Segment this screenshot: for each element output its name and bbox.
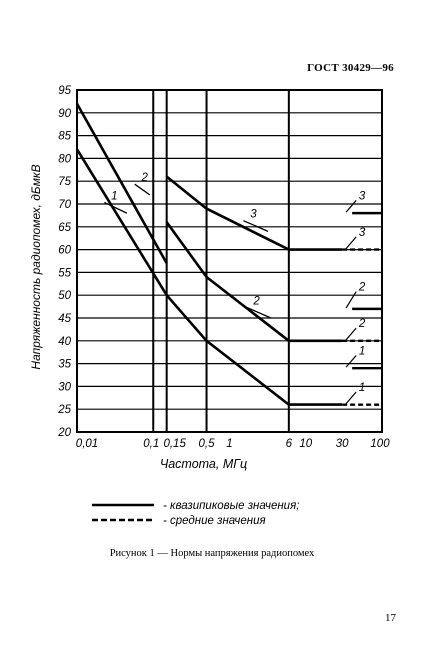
side-label: 2 — [358, 282, 366, 294]
x-tick-label: 6 — [286, 438, 293, 450]
x-tick-label: 0,01 — [76, 438, 98, 450]
y-tick-label: 75 — [58, 176, 71, 188]
x-tick-label: 0,1 — [143, 438, 159, 450]
x-tick-label: 10 — [299, 438, 312, 450]
side-label-leader — [345, 327, 357, 341]
series-label: 2 — [252, 295, 260, 307]
series-label-leader — [104, 201, 128, 214]
side-label-leader — [345, 236, 357, 249]
side-label: 1 — [359, 345, 365, 357]
y-tick-label: 25 — [57, 404, 71, 416]
y-tick-label: 20 — [57, 427, 71, 439]
x-tick-label: 1 — [226, 438, 232, 450]
y-tick-label: 95 — [58, 85, 71, 97]
side-label-leader — [345, 200, 357, 213]
plot-frame — [76, 89, 383, 433]
side-label-leader — [345, 355, 357, 368]
series-label-leader — [243, 220, 269, 232]
side-label: 2 — [358, 318, 366, 330]
y-tick-label: 40 — [58, 336, 71, 348]
series-label-leader — [134, 183, 151, 196]
y-tick-label: 55 — [58, 267, 71, 279]
series-line — [75, 148, 290, 406]
x-tick-label: 30 — [336, 438, 349, 450]
y-tick-label: 65 — [58, 222, 71, 234]
y-tick-label: 35 — [58, 359, 71, 371]
y-tick-label: 80 — [58, 153, 71, 165]
y-tick-label: 60 — [58, 245, 71, 257]
x-tick-label: 0,15 — [163, 438, 186, 450]
x-tick-label: 100 — [370, 438, 390, 450]
series-line — [165, 221, 290, 342]
series-line — [165, 175, 290, 251]
y-tick-label: 85 — [58, 131, 71, 143]
y-tick-label: 30 — [58, 381, 71, 393]
series-line — [75, 103, 168, 264]
legend-label: - средние значения — [163, 515, 266, 527]
series-label: 1 — [111, 190, 117, 202]
x-tick-label: 0,5 — [199, 438, 216, 450]
side-label-leader — [345, 391, 357, 405]
y-tick-label: 90 — [58, 108, 71, 120]
side-label: 3 — [359, 227, 366, 239]
side-label: 1 — [359, 382, 365, 394]
page-number: 17 — [385, 612, 396, 624]
document-header: ГОСТ 30429—96 — [307, 62, 394, 74]
y-axis-label: Напряженность радиопомех, дБмкВ — [29, 164, 43, 369]
y-tick-label: 45 — [58, 313, 71, 325]
side-label-leader — [345, 291, 357, 309]
series-label: 3 — [250, 209, 257, 221]
y-tick-label: 50 — [58, 290, 71, 302]
series-label: 2 — [141, 172, 149, 184]
y-tick-label: 70 — [58, 199, 71, 211]
legend-label: - квазипиковые значения; — [163, 500, 299, 512]
side-label: 3 — [359, 190, 366, 202]
series-label-leader — [246, 306, 272, 319]
figure-caption: Рисунок 1 — Нормы напряжения радиопомех — [109, 548, 315, 559]
x-axis-label: Частота, МГц — [160, 457, 247, 471]
